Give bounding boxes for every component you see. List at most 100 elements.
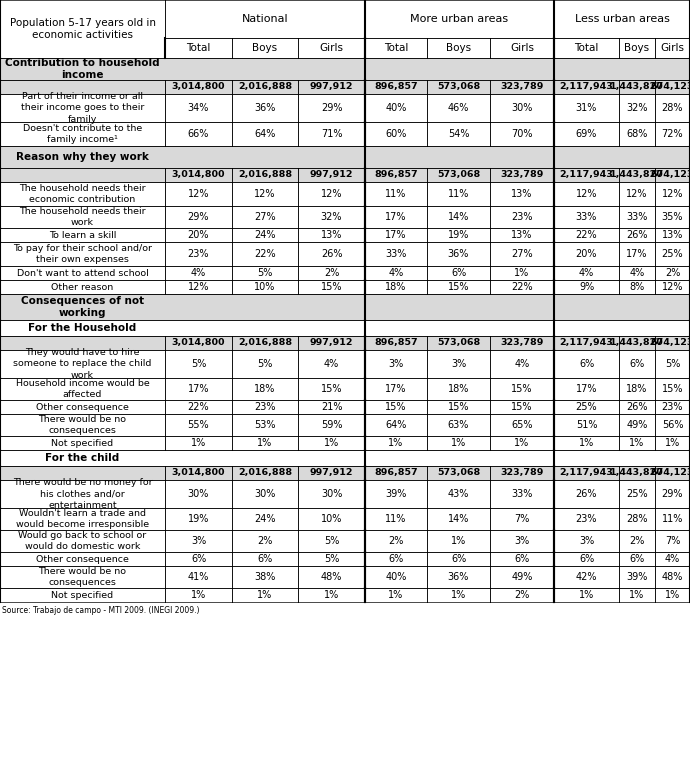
Text: 6%: 6% xyxy=(388,554,404,564)
Text: 1%: 1% xyxy=(191,590,206,600)
Bar xyxy=(490,182,554,206)
Bar xyxy=(365,336,427,350)
Text: 1%: 1% xyxy=(514,438,530,448)
Text: 36%: 36% xyxy=(448,249,469,259)
Text: 1%: 1% xyxy=(629,590,644,600)
Bar xyxy=(554,400,619,414)
Bar xyxy=(490,552,554,566)
Bar xyxy=(298,38,365,58)
Text: 997,912: 997,912 xyxy=(310,468,353,478)
Text: 17%: 17% xyxy=(627,249,648,259)
Bar xyxy=(365,530,427,552)
Text: 22%: 22% xyxy=(188,402,209,412)
Bar xyxy=(0,94,165,122)
Bar xyxy=(0,294,690,320)
Bar xyxy=(165,436,232,450)
Text: 1%: 1% xyxy=(579,438,594,448)
Text: Total: Total xyxy=(384,43,408,53)
Bar xyxy=(298,400,365,414)
Text: 323,789: 323,789 xyxy=(500,468,544,478)
Text: 30%: 30% xyxy=(511,103,533,113)
Text: 3,014,800: 3,014,800 xyxy=(172,468,225,478)
Bar xyxy=(655,280,690,294)
Bar xyxy=(427,80,490,94)
Bar xyxy=(0,350,165,378)
Text: Reason why they work: Reason why they work xyxy=(16,152,149,162)
Text: 23%: 23% xyxy=(511,212,533,222)
Text: Other consequence: Other consequence xyxy=(36,403,129,411)
Text: 4%: 4% xyxy=(388,268,404,278)
Bar xyxy=(298,480,365,508)
Text: Boys: Boys xyxy=(253,43,277,53)
Text: 25%: 25% xyxy=(627,489,648,499)
Bar xyxy=(619,400,655,414)
Bar xyxy=(490,414,554,436)
Text: The household needs their
work: The household needs their work xyxy=(19,207,146,227)
Text: 1%: 1% xyxy=(324,590,339,600)
Text: The household needs their
economic contribution: The household needs their economic contr… xyxy=(19,184,146,204)
Bar xyxy=(655,168,690,182)
Bar xyxy=(165,38,232,58)
Text: 9%: 9% xyxy=(579,282,594,292)
Bar xyxy=(0,228,165,242)
Text: 11%: 11% xyxy=(662,514,683,524)
Text: Part of their income or all
their income goes to their
family: Part of their income or all their income… xyxy=(21,93,144,124)
Text: 24%: 24% xyxy=(254,514,276,524)
Text: 4%: 4% xyxy=(514,359,530,369)
Text: 1%: 1% xyxy=(388,590,404,600)
Bar xyxy=(365,168,427,182)
Bar xyxy=(232,168,298,182)
Bar xyxy=(165,242,232,266)
Bar xyxy=(655,414,690,436)
Text: 12%: 12% xyxy=(321,189,342,199)
Bar xyxy=(232,228,298,242)
Text: 2,117,943: 2,117,943 xyxy=(560,83,613,91)
Bar xyxy=(298,206,365,228)
Bar xyxy=(490,466,554,480)
Bar xyxy=(0,436,165,450)
Text: 38%: 38% xyxy=(255,572,276,582)
Text: 674,123: 674,123 xyxy=(651,83,690,91)
Text: 896,857: 896,857 xyxy=(374,468,418,478)
Text: 11%: 11% xyxy=(385,189,406,199)
Text: 4%: 4% xyxy=(665,554,680,564)
Bar xyxy=(619,566,655,588)
Text: 573,068: 573,068 xyxy=(437,468,480,478)
Text: 65%: 65% xyxy=(511,420,533,430)
Text: 1%: 1% xyxy=(451,536,466,546)
Bar xyxy=(298,436,365,450)
Text: Contribution to household
income: Contribution to household income xyxy=(6,58,160,80)
Bar xyxy=(0,450,690,466)
Bar xyxy=(490,38,554,58)
Text: 323,789: 323,789 xyxy=(500,171,544,179)
Bar xyxy=(427,552,490,566)
Bar xyxy=(619,588,655,602)
Text: 36%: 36% xyxy=(448,572,469,582)
Text: 323,789: 323,789 xyxy=(500,339,544,348)
Text: 42%: 42% xyxy=(575,572,598,582)
Text: 7%: 7% xyxy=(664,536,680,546)
Text: 59%: 59% xyxy=(321,420,342,430)
Bar xyxy=(619,336,655,350)
Text: 32%: 32% xyxy=(321,212,342,222)
Text: 11%: 11% xyxy=(448,189,469,199)
Text: Would go back to school or
would do domestic work: Would go back to school or would do dome… xyxy=(19,531,146,551)
Bar xyxy=(0,266,165,280)
Text: For the Household: For the Household xyxy=(28,323,137,333)
Text: 12%: 12% xyxy=(627,189,648,199)
Text: 30%: 30% xyxy=(255,489,276,499)
Text: 46%: 46% xyxy=(448,103,469,113)
Bar xyxy=(165,182,232,206)
Bar xyxy=(365,588,427,602)
Bar xyxy=(232,378,298,400)
Bar xyxy=(655,122,690,146)
Bar xyxy=(427,242,490,266)
Bar xyxy=(619,122,655,146)
Text: 29%: 29% xyxy=(321,103,342,113)
Text: 26%: 26% xyxy=(575,489,598,499)
Text: 1,443,820: 1,443,820 xyxy=(610,468,664,478)
Text: 1%: 1% xyxy=(629,438,644,448)
Text: There would be no
consequences: There would be no consequences xyxy=(39,415,126,435)
Bar xyxy=(427,588,490,602)
Bar xyxy=(655,588,690,602)
